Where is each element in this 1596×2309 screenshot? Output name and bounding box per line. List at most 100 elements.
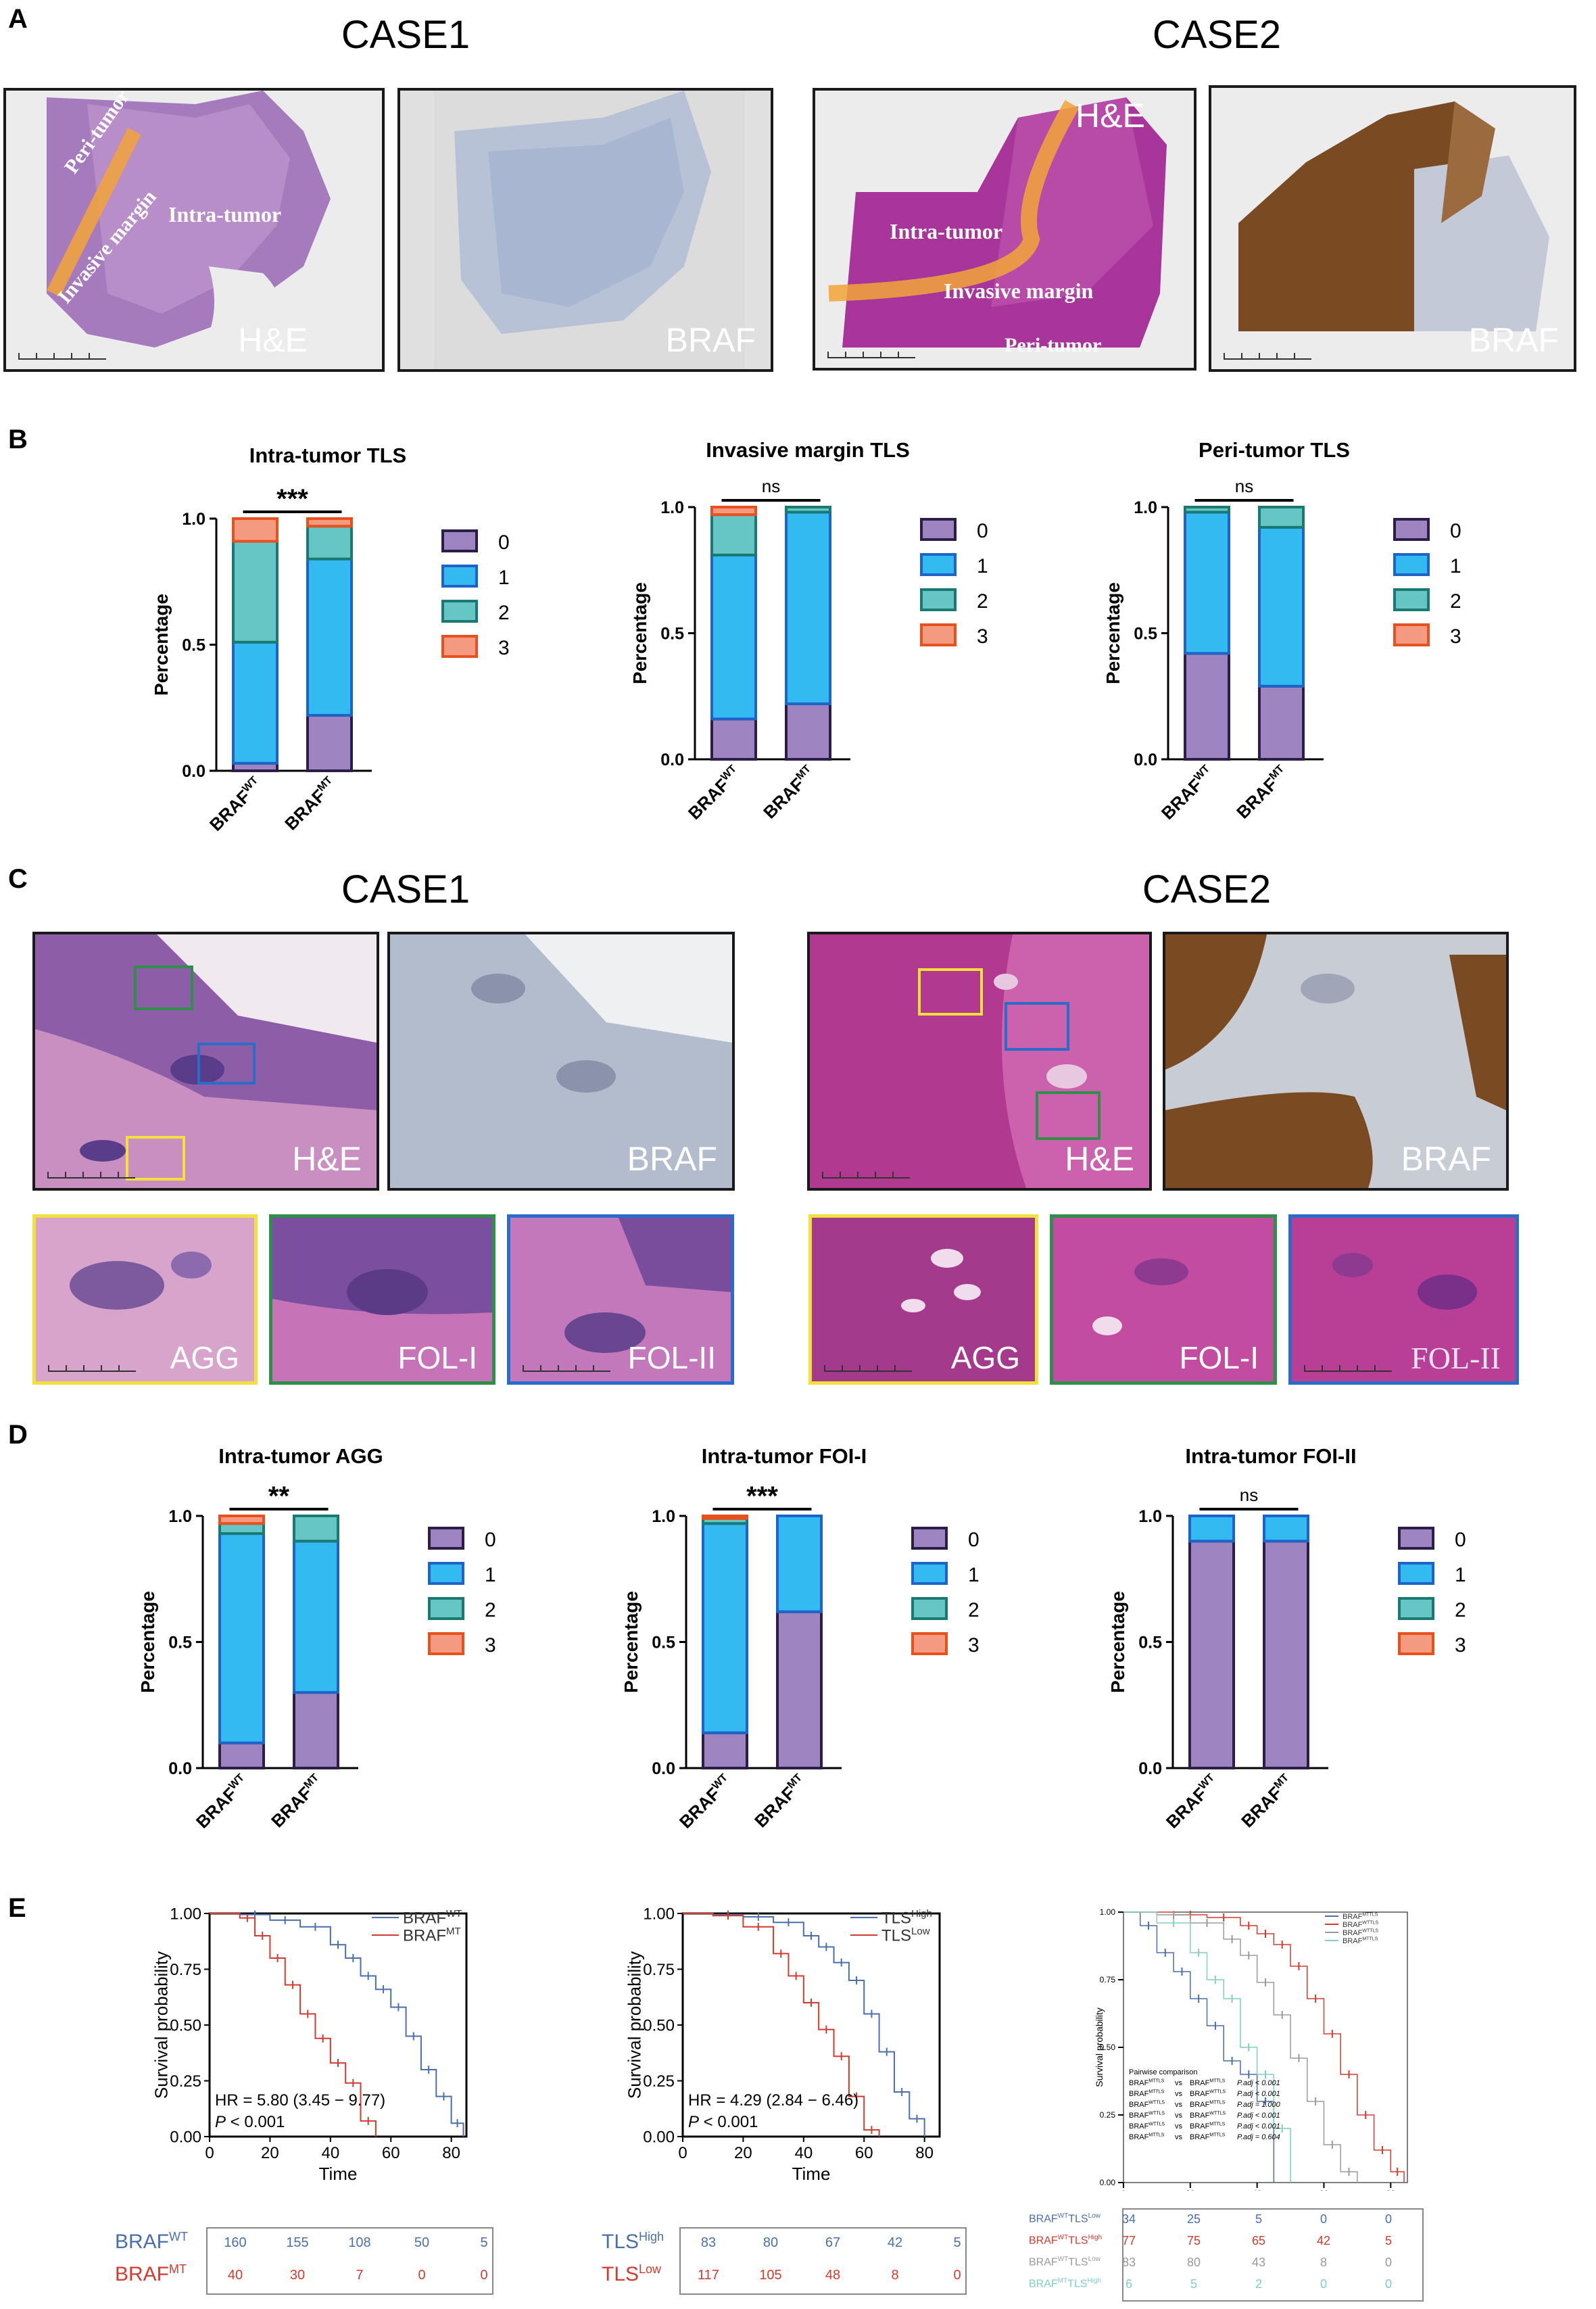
legend-label: 0 <box>1450 520 1461 542</box>
y-tick-label: 0.00 <box>1100 2178 1116 2187</box>
risk-cell: 0 <box>1320 2277 1327 2291</box>
risk-cell: 108 <box>348 2235 371 2250</box>
x-tick-label: 60 <box>382 2144 400 2162</box>
risk-cell: 48 <box>825 2268 841 2283</box>
risk-cell: 0 <box>1384 2256 1392 2269</box>
pairwise-vs: vs <box>1175 2090 1183 2098</box>
case1-c-braf-label: BRAF <box>627 1140 717 1178</box>
risk-label-braf-mt: BRAFMT <box>115 2262 187 2285</box>
scale-bar <box>18 352 106 360</box>
bar-segment <box>776 1515 823 1613</box>
legend-label: TLSHigh <box>881 1908 932 1928</box>
legend-swatch <box>441 600 478 623</box>
pairwise-group-b: BRAFWTTLS <box>1190 2112 1226 2120</box>
bar-segment <box>306 525 353 561</box>
legend-label: 1 <box>498 567 510 589</box>
y-tick-label: 0.00 <box>643 2128 675 2146</box>
y-tick-label: 0.25 <box>1100 2110 1116 2120</box>
y-tick-label: 0.0 <box>652 1759 675 1778</box>
zoom-label-fol-ii-1: FOL-II <box>627 1340 716 1375</box>
bar-segment <box>710 717 757 761</box>
pairwise-group-b: BRAFMTTLS <box>1190 2133 1226 2141</box>
survival-curve <box>683 1913 880 2137</box>
legend-swatch <box>428 1562 464 1585</box>
panel-c-case1-title: CASE1 <box>341 867 470 911</box>
scale-bar <box>1304 1364 1392 1372</box>
pairwise-group-a: BRAFMTTLS <box>1129 2133 1165 2141</box>
y-tick-label: 1.0 <box>1134 498 1157 517</box>
y-tick-label: 1.00 <box>1100 1907 1116 1917</box>
bar-segment <box>702 1731 748 1769</box>
risk-cell: 67 <box>825 2235 841 2250</box>
km-plot-tls: 0 20 40 60 80 0.00 0.25 0.50 0.75 1.00 Time Surviva… <box>625 1905 941 2184</box>
case2-he-label: H&E <box>1075 97 1145 135</box>
legend-label: 0 <box>977 520 988 542</box>
case2-zoom-agg: AGG <box>808 1214 1038 1385</box>
pairwise-group-b: BRAFMTTLS <box>1190 2122 1226 2131</box>
significance-label: ns <box>1235 476 1253 496</box>
panel-letter-e: E <box>8 1893 26 1923</box>
risk-cell: 83 <box>1121 2256 1136 2269</box>
legend-label: 1 <box>968 1564 980 1586</box>
bar-segment <box>785 702 831 761</box>
risk-cell: 5 <box>1384 2234 1392 2247</box>
risk-cell: 8 <box>891 2268 899 2283</box>
x-tick-label: 80 <box>1386 2189 1396 2191</box>
pairwise-p: P.adj < 0.001 <box>1237 2112 1280 2120</box>
risk-cell: 0 <box>1384 2277 1392 2291</box>
legend-label: BRAFMTTLS <box>1343 1936 1378 1945</box>
bar-segment <box>702 1515 748 1520</box>
pairwise-vs: vs <box>1175 2133 1183 2141</box>
y-axis-label: Survival probability <box>625 1951 645 2099</box>
case1-braf-tissue <box>434 91 745 369</box>
risk-cell: 42 <box>887 2235 903 2250</box>
pairwise-group-b: BRAFMTTLS <box>1190 2079 1226 2087</box>
risk-cell: 40 <box>227 2268 243 2283</box>
legend-label: 1 <box>1455 1564 1466 1586</box>
risk-cell: 80 <box>1186 2256 1201 2269</box>
y-tick-label: 1.0 <box>1138 1507 1162 1526</box>
legend-swatch <box>920 623 957 646</box>
legend-swatch <box>1393 518 1430 541</box>
legend-label: BRAFWTTLS <box>1343 1928 1378 1936</box>
x-tick-label: 40 <box>1253 2189 1262 2191</box>
y-tick-label: 0.0 <box>1134 751 1157 769</box>
y-tick-label: 1.0 <box>168 1507 192 1526</box>
case2-invasive-margin-label: Invasive margin <box>944 279 1094 303</box>
bar-segment <box>1263 1515 1309 1543</box>
pairwise-group-a: BRAFWTTLS <box>1129 2122 1165 2131</box>
pairwise-group-b: BRAFMTTLS <box>1190 2101 1226 2109</box>
y-tick-label: 0.50 <box>643 2016 675 2034</box>
bar-segment <box>232 540 279 644</box>
y-tick-label: 0.75 <box>643 1961 675 1979</box>
legend-swatch <box>1398 1562 1434 1585</box>
legend-swatch <box>1393 553 1430 576</box>
roi-green <box>134 966 193 1010</box>
risk-cell: 43 <box>1251 2256 1266 2269</box>
bar-segment <box>1184 506 1230 514</box>
zoom-label-agg-1: AGG <box>170 1340 239 1375</box>
risk-cell: 0 <box>418 2268 426 2283</box>
bar-segment <box>785 506 831 514</box>
survival-curve <box>210 1913 464 2137</box>
pairwise-p: P.adj < 0.001 <box>1237 2090 1280 2098</box>
significance-label: ns <box>762 476 780 496</box>
pairwise-p: P.adj < 0.001 <box>1237 2122 1280 2131</box>
legend-swatch <box>441 565 478 588</box>
legend-label: 1 <box>1450 555 1461 577</box>
x-tick-label: 40 <box>321 2144 339 2162</box>
risk-cell: 75 <box>1186 2234 1201 2247</box>
legend-swatch <box>1398 1597 1434 1620</box>
case1-c-he-label: H&E <box>292 1140 362 1178</box>
y-axis-label: Survival probability <box>1094 2007 1105 2087</box>
scale-bar <box>47 1170 135 1179</box>
zoom-tissue <box>272 1218 492 1381</box>
bar-segment <box>218 1522 265 1536</box>
y-axis-label: Percentage <box>137 1591 158 1693</box>
x-tick-label: BRAFMT <box>267 1771 327 1832</box>
x-tick-label: BRAFMT <box>1232 763 1292 823</box>
risk-table-1 <box>206 2227 493 2295</box>
